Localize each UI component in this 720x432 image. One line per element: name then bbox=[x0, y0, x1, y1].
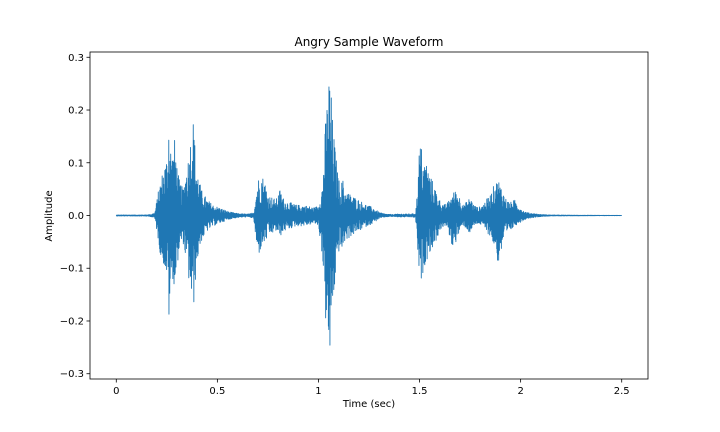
x-axis-ticks: 0 0.5 1 1.5 2 2.5 bbox=[113, 379, 630, 397]
y-tick-label: −0.3 bbox=[60, 369, 84, 380]
x-tick-label: 0.5 bbox=[209, 386, 225, 397]
x-tick-label: 1 bbox=[315, 386, 321, 397]
x-tick-label: 0 bbox=[113, 386, 119, 397]
y-tick-label: 0.1 bbox=[68, 158, 84, 169]
x-tick-label: 2.5 bbox=[614, 386, 630, 397]
y-axis-ticks: 0.3 0.2 0.1 0.0 −0.1 −0.2 −0.3 bbox=[60, 53, 90, 380]
y-tick-label: 0.3 bbox=[68, 53, 84, 64]
x-tick-label: 2 bbox=[517, 386, 523, 397]
chart-title: Angry Sample Waveform bbox=[294, 35, 443, 49]
y-axis-title: Amplitude bbox=[44, 190, 55, 241]
y-tick-label: −0.2 bbox=[60, 316, 84, 327]
waveform-layer bbox=[115, 86, 622, 346]
x-axis-title: Time (sec) bbox=[342, 399, 395, 410]
y-tick-label: 0.2 bbox=[68, 106, 84, 117]
waveform-line bbox=[115, 86, 622, 346]
y-tick-label: −0.1 bbox=[60, 264, 84, 275]
y-tick-label: 0.0 bbox=[68, 211, 84, 222]
x-tick-label: 1.5 bbox=[412, 386, 428, 397]
